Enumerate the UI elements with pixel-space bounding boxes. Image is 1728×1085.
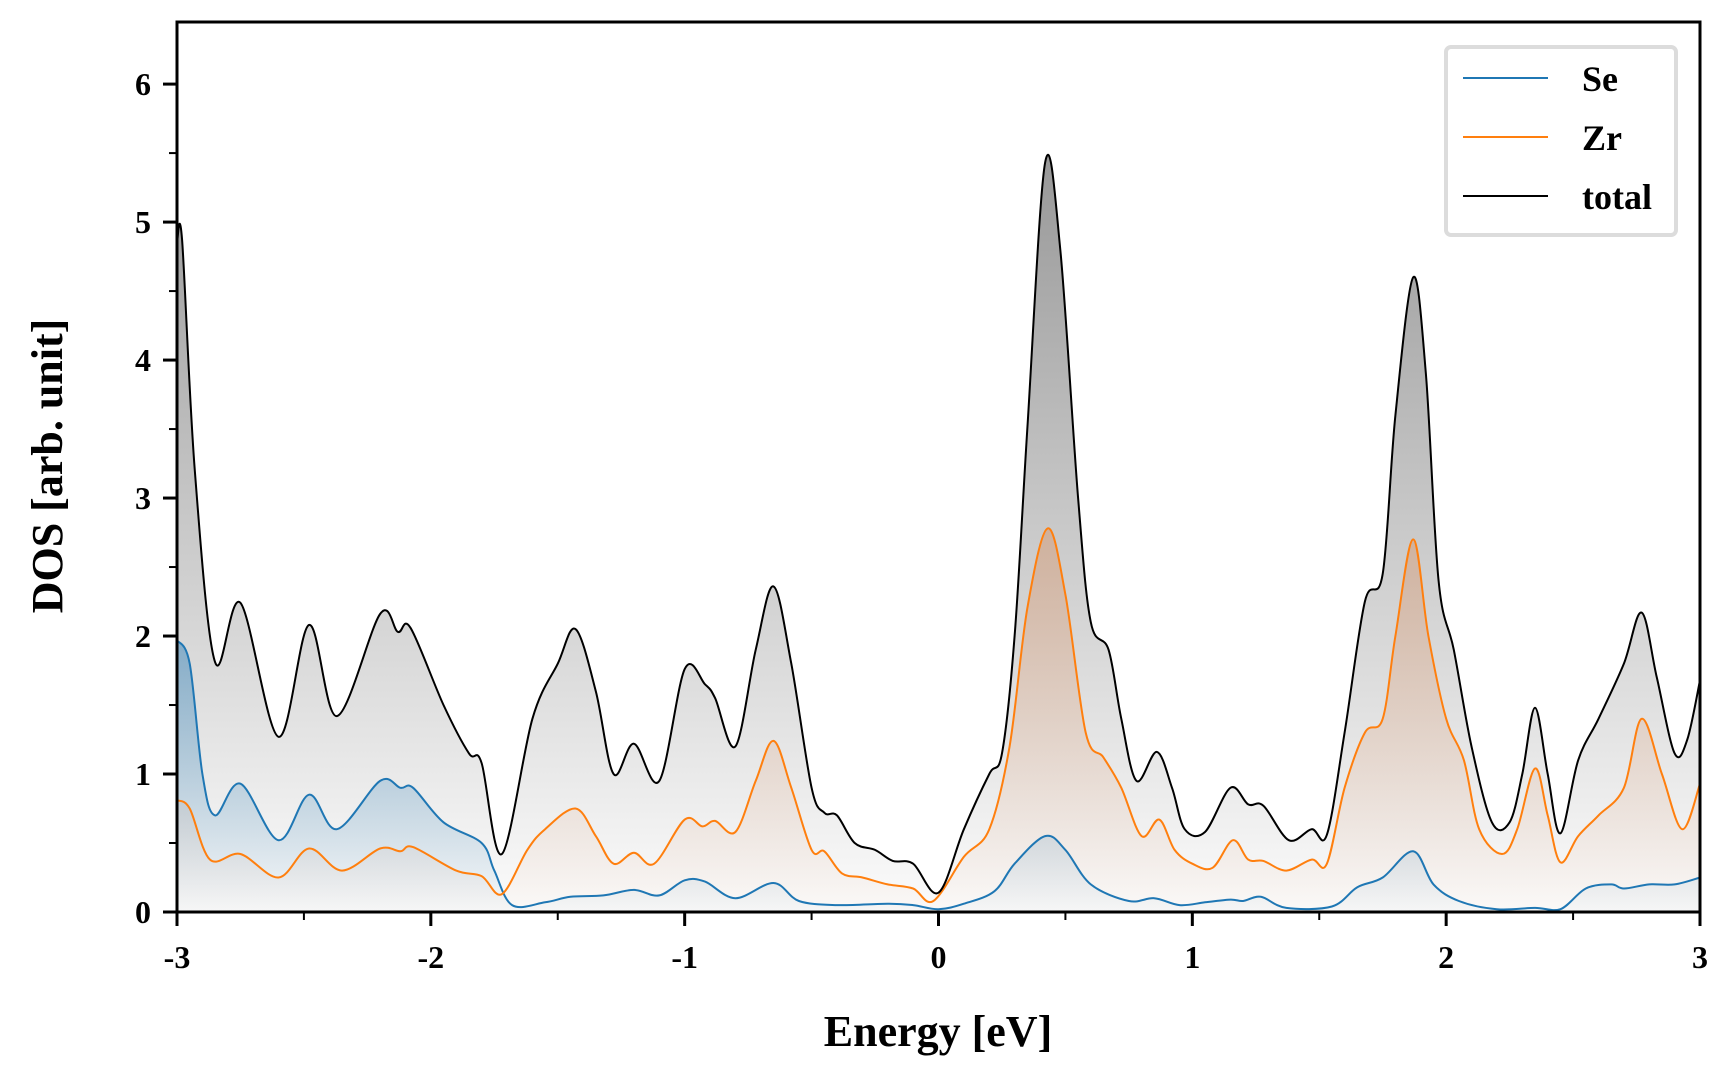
legend-label-total: total <box>1582 177 1652 217</box>
legend-label-se: Se <box>1582 59 1618 99</box>
y-tick-label: 1 <box>135 756 151 792</box>
x-tick-label: 1 <box>1184 939 1200 975</box>
x-tick-label: 2 <box>1438 939 1454 975</box>
x-tick-label: 0 <box>931 939 947 975</box>
y-tick-label: 4 <box>135 342 151 378</box>
x-tick-label: 3 <box>1692 939 1708 975</box>
legend-box <box>1444 45 1678 237</box>
x-axis-label: Energy [eV] <box>824 1007 1053 1056</box>
ticks: -3 -2 -1 0 1 2 3 0 1 2 3 4 5 6 <box>135 66 1708 975</box>
fill-se <box>177 640 1700 912</box>
line-total <box>176 154 1701 895</box>
y-axis-label: DOS [arb. unit] <box>23 319 72 614</box>
y-tick-label: 3 <box>135 480 151 516</box>
y-tick-label: 5 <box>135 204 151 240</box>
x-tick-label: -3 <box>164 939 191 975</box>
x-tick-label: -1 <box>671 939 698 975</box>
line-se <box>176 639 1701 912</box>
legend-label-zr: Zr <box>1582 118 1622 158</box>
legend: Se Zr total <box>1444 45 1678 237</box>
y-tick-label: 0 <box>135 894 151 930</box>
series-fills <box>177 154 1700 913</box>
y-tick-label: 2 <box>135 618 151 654</box>
x-tick-label: -2 <box>418 939 445 975</box>
y-tick-label: 6 <box>135 66 151 102</box>
fill-total <box>177 154 1700 913</box>
line-zr <box>176 527 1701 904</box>
series-lines <box>176 154 1701 912</box>
